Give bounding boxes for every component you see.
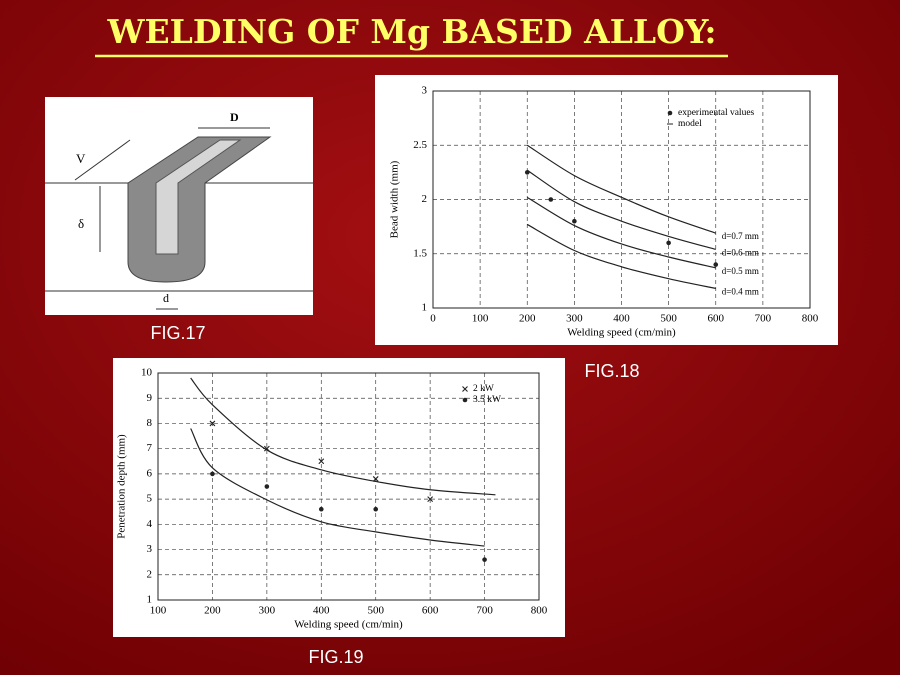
legend-marker (667, 110, 673, 116)
model-curve (190, 428, 485, 547)
y-tick-label: 1.5 (413, 247, 427, 259)
x-tick-label: 100 (150, 605, 167, 617)
x-tick-label: 400 (613, 313, 630, 325)
y-tick-label: 10 (141, 367, 153, 379)
x-tick-label: 400 (313, 605, 330, 617)
point (318, 458, 325, 465)
y-axis-label: Bead width (mm) (389, 160, 401, 238)
model-curve (526, 196, 716, 269)
width-label: D (230, 110, 239, 124)
y-tick-label: 5 (147, 493, 153, 505)
y-tick-label: 7 (147, 442, 153, 454)
y-tick-label: 6 (147, 467, 153, 479)
figure-caption: FIG.17 (150, 323, 205, 343)
y-tick-label: 4 (147, 518, 153, 530)
point (373, 506, 379, 512)
curve-label: d=0.5 mm (722, 266, 759, 276)
x-axis-label: Welding speed (cm/min) (567, 327, 676, 339)
keyhole (155, 139, 242, 255)
x-tick-label: 300 (259, 605, 276, 617)
legend-marker (462, 397, 468, 403)
point (548, 197, 554, 202)
figure-17: V D δ d (45, 97, 313, 315)
legend-label: experimental values (678, 108, 755, 118)
point (666, 240, 671, 246)
plot-frame (432, 90, 811, 309)
point (572, 218, 577, 224)
chart: 0 100 200 300 400 500 600 700 800 1 1.5 2 2.5 3 Weldin… (375, 75, 838, 345)
y-tick-label: 3 (422, 85, 428, 97)
model-curve (190, 377, 496, 496)
chart-panel (113, 358, 565, 637)
legend-label: model (678, 119, 702, 129)
point (264, 484, 270, 489)
x-tick-label: 100 (472, 313, 489, 325)
x-tick-label: 200 (519, 313, 536, 325)
x-tick-label: 700 (755, 313, 772, 325)
point (713, 262, 719, 267)
model-curve (526, 144, 716, 234)
x-tick-label: 600 (708, 313, 725, 325)
y-tick-label: 1 (147, 594, 153, 606)
x-tick-label: 300 (566, 313, 583, 325)
x-tick-label: 800 (531, 605, 548, 617)
figure-caption: FIG.18 (584, 361, 639, 381)
speed-arrow (74, 139, 131, 181)
x-tick-label: 500 (367, 605, 384, 617)
diameter-label: d (163, 291, 169, 305)
curve-label: d=0.7 mm (722, 231, 759, 241)
legend-label: 3.5 kW (473, 395, 501, 405)
model-curve (526, 169, 716, 250)
point (482, 557, 487, 562)
y-tick-label: 9 (147, 392, 153, 404)
chart: 100 200 300 400 500 600 700 800 1 2 3 4 5 6 7 8 9 10 Weldi… (113, 358, 565, 637)
y-tick-label: 3 (147, 543, 153, 555)
y-tick-label: 2 (147, 568, 153, 580)
figure-caption: FIG.19 (308, 647, 363, 667)
curve-label: d=0.4 mm (722, 287, 759, 297)
point (210, 471, 215, 477)
speed-label: V (76, 151, 86, 166)
legend-label: 2 kW (473, 384, 494, 394)
model-curve (526, 223, 716, 290)
curve-label: d=0.6 mm (722, 247, 759, 257)
y-axis-label: Penetration depth (mm) (116, 434, 128, 539)
x-tick-label: 500 (660, 313, 677, 325)
chart-panel (375, 75, 838, 345)
x-tick-label: 700 (476, 605, 493, 617)
y-tick-label: 8 (147, 417, 153, 429)
plot-frame (157, 372, 540, 601)
y-tick-label: 2 (422, 193, 428, 205)
x-axis-label: Welding speed (cm/min) (294, 619, 403, 631)
x-tick-label: 600 (422, 605, 439, 617)
depth-label: δ (78, 216, 84, 231)
y-tick-label: 1 (422, 302, 428, 314)
slide-title: WELDING OF Mg BASED ALLOY: (106, 12, 716, 51)
point (209, 420, 216, 427)
legend-marker (462, 386, 468, 392)
x-tick-label: 800 (802, 313, 819, 325)
point (427, 496, 434, 502)
x-tick-label: 200 (204, 605, 221, 617)
point (318, 506, 324, 512)
y-tick-label: 2.5 (413, 139, 427, 151)
x-tick-label: 0 (430, 313, 436, 325)
